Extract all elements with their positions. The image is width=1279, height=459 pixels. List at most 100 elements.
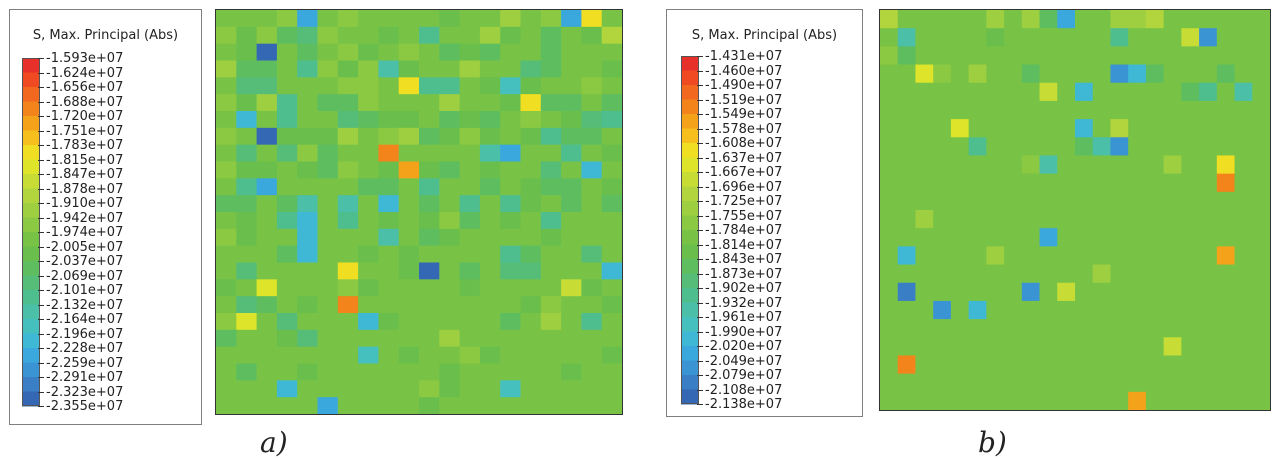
colorbar-a-tick: [38, 145, 44, 146]
map-a-cell: [297, 212, 319, 230]
map-a-cell: [479, 313, 501, 331]
map-b-cell: [1216, 137, 1236, 157]
map-a-cell: [398, 313, 420, 331]
map-a-cell: [317, 296, 339, 314]
map-b-cell: [1039, 228, 1058, 247]
colorbar-a-swatch: [22, 261, 40, 276]
map-a-cell: [337, 127, 359, 146]
colorbar-b-tick: [697, 244, 703, 246]
colorbar-b-tick: [697, 288, 703, 289]
map-b-cell: [1021, 337, 1041, 357]
map-a-cell: [378, 77, 400, 95]
map-b-cell: [1110, 191, 1129, 211]
map-b-cell: [1128, 319, 1147, 338]
map-a-cell: [601, 144, 622, 163]
map-b-cell: [1199, 64, 1218, 84]
map-b-cell: [1004, 319, 1023, 338]
map-a-cell: [216, 363, 237, 381]
map-a-cell: [276, 262, 298, 280]
map-b-cell: [1163, 46, 1182, 66]
map-b-cell: [1057, 100, 1076, 120]
map-a-cell: [459, 245, 481, 264]
map-b-cell: [968, 100, 987, 120]
map-a-cell: [358, 111, 379, 129]
map-a-cell: [378, 262, 400, 280]
colorbar-a-tick: [38, 101, 44, 103]
map-b-cell: [1004, 246, 1023, 266]
map-a-cell: [297, 245, 319, 264]
colorbar-b-tick: [697, 99, 703, 101]
colorbar-b-label: -1.637e+07: [705, 150, 783, 166]
colorbar-b-label: -1.784e+07: [705, 223, 783, 238]
colorbar-a-swatch: [22, 304, 40, 320]
map-b-cell: [1021, 82, 1041, 102]
colorbar-b-swatch: [681, 375, 699, 390]
map-a-cell: [317, 195, 339, 213]
map-a-cell: [297, 144, 319, 163]
map-a-cell: [561, 195, 582, 213]
map-b-cell: [1039, 155, 1058, 175]
colorbar-a-swatch: [22, 145, 40, 160]
map-a-cell: [216, 43, 237, 62]
map-a-cell: [601, 77, 622, 95]
map-a-cell: [398, 195, 420, 213]
map-a-cell: [581, 94, 603, 112]
map-b-cell: [1181, 246, 1200, 266]
colorbar-b-swatch: [681, 389, 699, 405]
map-a-cell: [479, 346, 501, 365]
map-a-cell: [500, 77, 522, 95]
colorbar-a-swatch: [22, 116, 40, 131]
map-b-cell: [1004, 28, 1023, 47]
map-a-cell: [581, 279, 603, 297]
map-a-cell: [256, 296, 278, 314]
colorbar-a-tick: [38, 377, 44, 378]
map-a-cell: [561, 212, 582, 230]
map-a-cell: [500, 26, 522, 45]
map-b-cell: [1199, 28, 1218, 47]
map-a-cell: [520, 195, 542, 213]
colorbar-a-tick: [38, 130, 44, 132]
colorbar-a-label: -2.101e+07: [46, 283, 124, 298]
map-b-cell: [1145, 64, 1165, 84]
map-b-cell: [1216, 300, 1236, 320]
map-a-cell: [520, 397, 542, 414]
map-a-cell: [479, 296, 501, 314]
map-a-cell: [581, 43, 603, 62]
map-b-cell: [1199, 46, 1218, 66]
map-b-cell: [1199, 355, 1218, 375]
map-a-cell: [540, 127, 562, 146]
map-a-cell: [419, 94, 440, 112]
map-b-cell: [1021, 28, 1041, 47]
colorbar-b-swatch: [681, 302, 699, 318]
map-a-cell: [337, 161, 359, 179]
map-b-cell: [1128, 282, 1147, 302]
map-a-cell: [337, 262, 359, 280]
map-a-cell: [358, 228, 379, 247]
map-b-cell: [1004, 119, 1023, 138]
map-b-cell: [1075, 137, 1094, 157]
map-b-cell: [915, 46, 934, 66]
map-b-cell: [915, 10, 934, 29]
map-a-cell: [500, 296, 522, 314]
colorbar-b-tick: [697, 201, 703, 202]
map-a-cell: [439, 245, 461, 264]
map-a-cell: [276, 279, 298, 297]
map-a-cell: [581, 111, 603, 129]
map-b-cell: [1075, 173, 1094, 193]
map-b-cell: [1075, 337, 1094, 357]
map-b-cell: [1234, 228, 1253, 247]
map-a-cell: [479, 212, 501, 230]
map-a-cell: [439, 26, 461, 45]
map-a-cell: [520, 26, 542, 45]
map-a-cell: [398, 111, 420, 129]
map-a-cell: [297, 346, 319, 365]
colorbar-a-swatch: [22, 72, 40, 88]
map-b-cell: [1110, 64, 1129, 84]
map-b-cell: [1145, 264, 1165, 284]
map-a-cell: [500, 380, 522, 398]
map-a-cell: [337, 195, 359, 213]
map-a-cell: [479, 380, 501, 398]
map-b-cell: [1145, 391, 1165, 410]
map-b-cell: [1181, 10, 1200, 29]
map-a-cell: [317, 10, 339, 28]
